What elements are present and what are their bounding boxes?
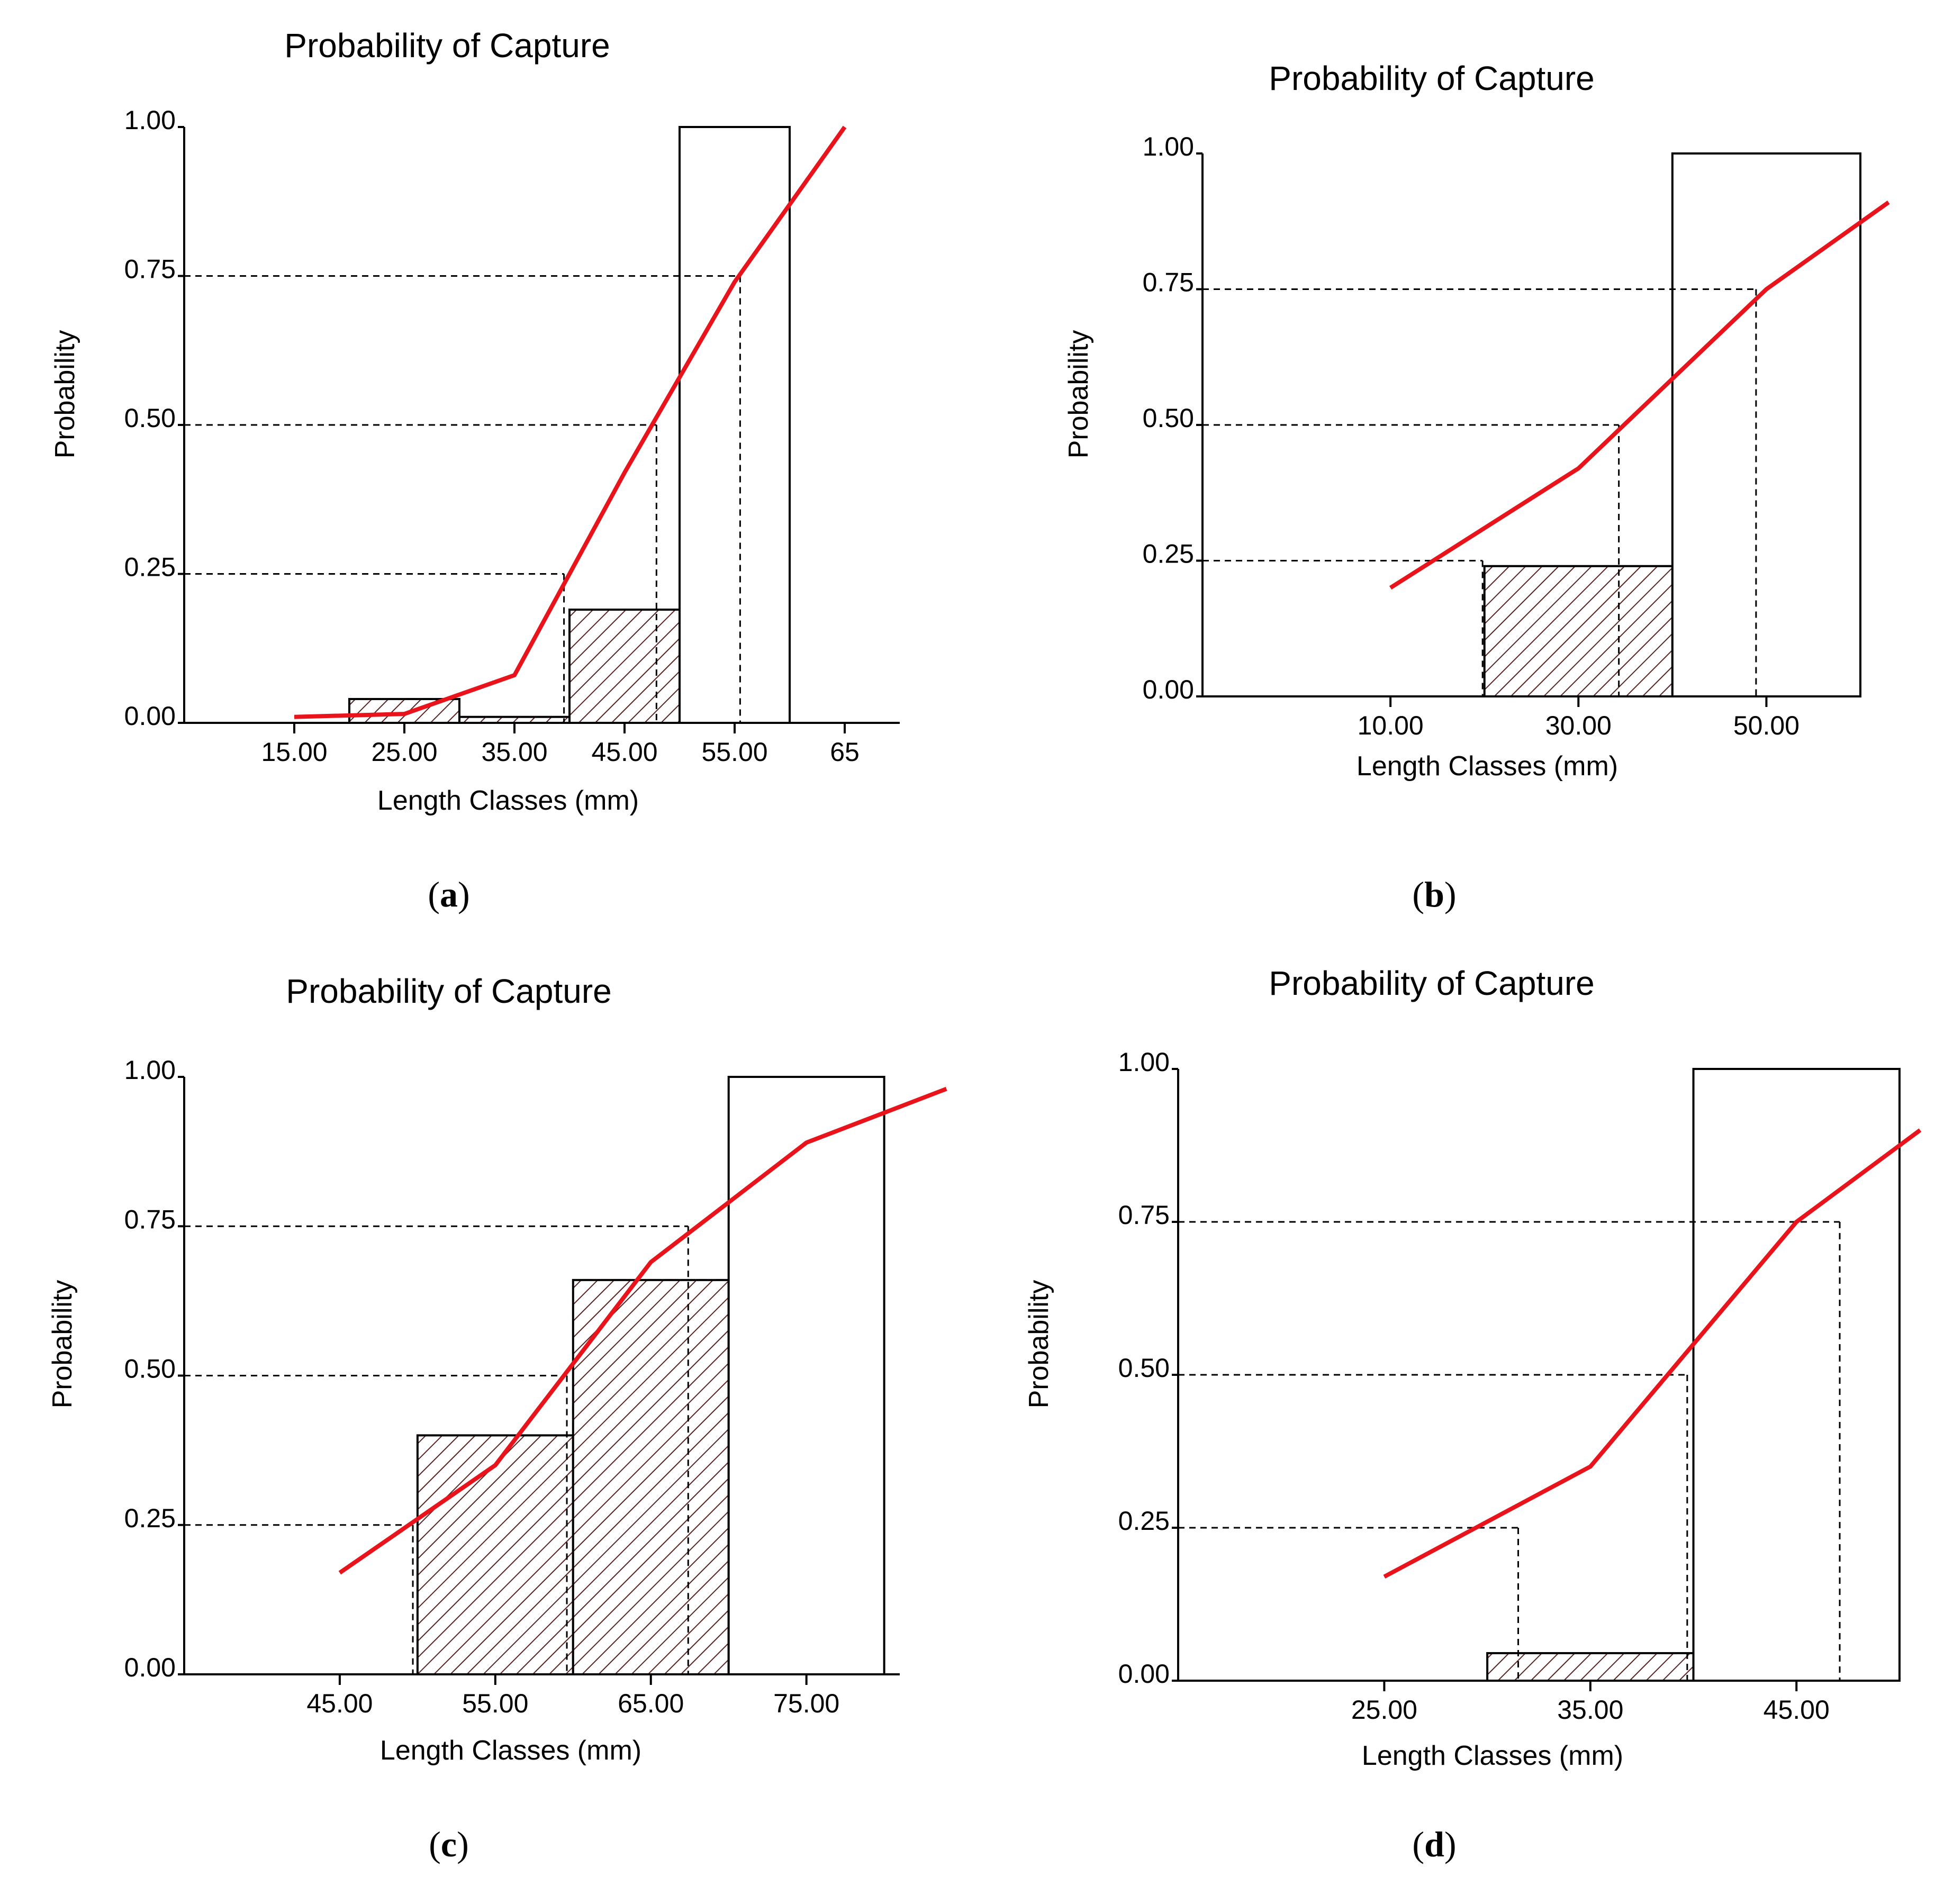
x-axis-label: Length Classes (mm) (1357, 751, 1618, 782)
selection-curve (1389, 201, 1890, 590)
y-tick-label: 0.25 (1118, 1506, 1170, 1536)
y-tick-label: 0.75 (1118, 1200, 1170, 1230)
x-tick-label: 45.00 (1764, 1695, 1830, 1725)
y-tick-label: 0.50 (1143, 403, 1194, 433)
y-tick-label: 0.25 (1143, 539, 1194, 569)
plot-area: 0.00 0.25 0.50 0.75 1.00 45.00 55.00 65.00 75.00 (124, 1055, 947, 1718)
caption-d: (d) (1412, 1824, 1456, 1864)
y-axis-label: Probability (47, 1280, 78, 1409)
x-tick-label: 35.00 (1557, 1695, 1623, 1725)
x-tick-label: 75.00 (773, 1689, 839, 1718)
x-tick-label: 10.00 (1358, 711, 1424, 740)
y-tick-label: 0.50 (124, 403, 176, 433)
y-tick-label: 0.75 (124, 1204, 176, 1234)
bar-0 (416, 1434, 574, 1675)
bar-2 (568, 609, 681, 724)
x-tick-label: 25.00 (371, 737, 437, 767)
x-axis-label: Length Classes (mm) (1362, 1740, 1623, 1771)
bar-0 (1483, 565, 1674, 698)
plot-area: 0.00 0.25 0.50 0.75 1.00 10.00 30.00 50.00 (1143, 132, 1890, 740)
x-tick-label: 25.00 (1351, 1695, 1417, 1725)
x-tick-label: 45.00 (306, 1689, 373, 1718)
y-axis-label: Probability (50, 330, 80, 459)
y-tick-label: 0.00 (124, 1653, 176, 1682)
chart-title: Probability of Capture (286, 972, 611, 1010)
x-tick-label: 50.00 (1733, 711, 1800, 740)
x-tick-label: 45.00 (591, 737, 657, 767)
x-axis-label: Length Classes (mm) (380, 1735, 641, 1766)
selection-curve (1383, 1128, 1922, 1579)
caption-c: (c) (429, 1824, 469, 1864)
chart-title: Probability of Capture (1269, 59, 1594, 97)
y-axis-label: Probability (1063, 330, 1094, 459)
bar-1 (1692, 1068, 1901, 1682)
chart-panel-b: Probability of Capture Probability Lengt… (1063, 59, 1890, 914)
x-tick-label: 30.00 (1545, 711, 1612, 740)
chart-title: Probability of Capture (1269, 964, 1594, 1002)
y-tick-label: 0.25 (124, 552, 176, 582)
bar-1 (572, 1279, 730, 1676)
y-tick-label: 0.25 (124, 1503, 176, 1533)
caption-b: (b) (1412, 874, 1456, 914)
y-tick-label: 1.00 (1118, 1047, 1170, 1077)
bar-1 (1671, 152, 1862, 697)
caption-a: (a) (428, 874, 469, 914)
chart-panel-d: Probability of Capture Probability Lengt… (1024, 964, 1922, 1864)
plot-area: 0.00 0.25 0.50 0.75 1.00 15.00 25.00 35.00 45.00… (124, 105, 900, 767)
y-tick-label: 1.00 (124, 1055, 176, 1085)
plot-area: 0.00 0.25 0.50 0.75 1.00 25.00 35.00 45.00 (1118, 1047, 1922, 1725)
x-tick-label: 65.00 (618, 1689, 684, 1718)
x-tick-label: 15.00 (261, 737, 327, 767)
y-tick-label: 0.50 (1118, 1353, 1170, 1383)
y-tick-label: 0.00 (124, 701, 176, 731)
x-tick-label: 35.00 (481, 737, 547, 767)
x-tick-label: 55.00 (462, 1689, 528, 1718)
x-tick-label: 55.00 (701, 737, 767, 767)
chart-title: Probability of Capture (284, 26, 610, 65)
y-tick-label: 0.50 (124, 1354, 176, 1384)
y-tick-label: 0.00 (1143, 675, 1194, 704)
x-axis-label: Length Classes (mm) (377, 785, 639, 816)
y-tick-label: 1.00 (124, 105, 176, 135)
y-axis-label: Probability (1024, 1280, 1054, 1409)
y-tick-label: 0.75 (124, 255, 176, 284)
y-tick-label: 1.00 (1143, 132, 1194, 161)
bar-2 (727, 1076, 885, 1675)
y-tick-label: 0.75 (1143, 268, 1194, 297)
selection-curve (294, 125, 847, 719)
chart-panel-c: Probability of Capture Probability Lengt… (47, 972, 947, 1864)
chart-panel-a: Probability of Capture Probability Lengt… (50, 26, 900, 914)
x-tick-label: 65 (830, 737, 860, 767)
selection-curve (338, 1086, 947, 1575)
bar-3 (679, 126, 791, 724)
y-tick-label: 0.00 (1118, 1659, 1170, 1689)
